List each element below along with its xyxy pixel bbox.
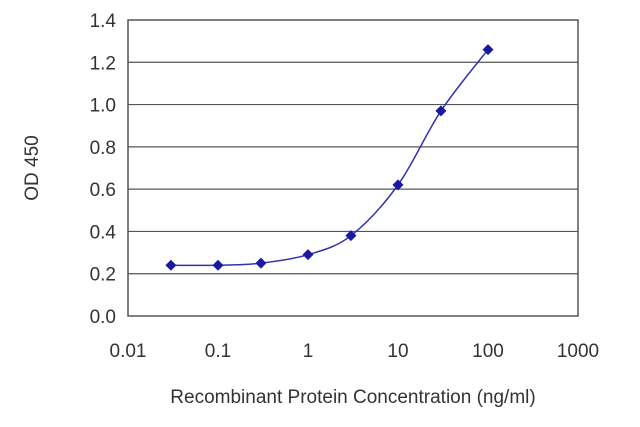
y-tick-label: 0.8: [90, 138, 116, 159]
y-tick-label: 0.0: [90, 307, 116, 328]
x-axis-tick-labels: 0.01 0.1 1 10 100 1000: [110, 341, 600, 362]
y-axis-label: OD 450: [22, 135, 43, 200]
data-point-marker: [435, 105, 447, 117]
y-tick-label: 1.0: [90, 96, 116, 117]
y-axis-tick-labels: 0.0 0.2 0.4 0.6 0.8 1.0 1.2 1.4: [90, 11, 117, 328]
x-tick-label: 1000: [557, 341, 599, 362]
x-tick-label: 100: [472, 341, 504, 362]
x-tick-label: 1: [303, 341, 314, 362]
y-tick-label: 0.4: [90, 222, 117, 243]
x-axis-label: Recombinant Protein Concentration (ng/ml…: [170, 387, 535, 408]
y-tick-label: 0.6: [90, 180, 116, 201]
y-tick-label: 1.4: [90, 11, 117, 32]
x-tick-label: 0.1: [205, 341, 231, 362]
data-point-marker: [392, 179, 404, 191]
data-point-marker: [345, 230, 357, 242]
data-point-marker: [255, 257, 267, 269]
data-point-marker: [482, 44, 494, 56]
y-tick-label: 1.2: [90, 53, 116, 74]
data-points: [165, 44, 494, 271]
plot-area: [127, 19, 579, 317]
gridlines: [128, 61, 578, 275]
data-point-marker: [302, 249, 314, 261]
data-point-marker: [165, 259, 177, 271]
x-tick-label: 10: [387, 341, 408, 362]
y-tick-label: 0.2: [90, 265, 116, 286]
x-tick-label: 0.01: [110, 341, 147, 362]
data-point-marker: [212, 259, 224, 271]
